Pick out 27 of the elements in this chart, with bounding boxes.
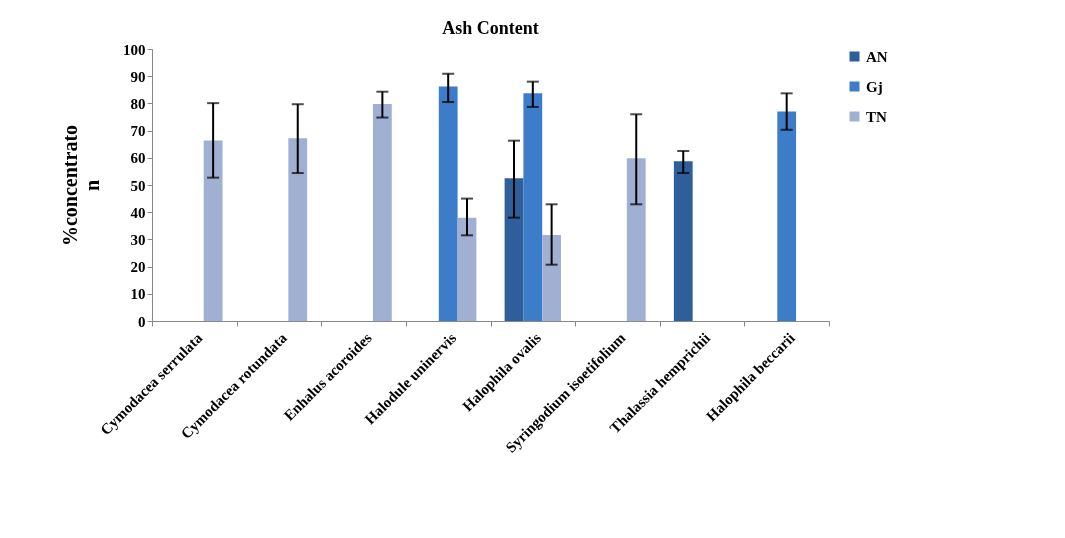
y-tick-label: 0: [138, 313, 146, 330]
y-tick-label: 100: [123, 41, 146, 58]
bar: [523, 93, 543, 321]
y-tick-label: 40: [130, 204, 146, 221]
bar: [504, 178, 524, 321]
y-axis-title: %concentrato n: [59, 124, 103, 247]
bar: [438, 86, 458, 321]
bar: [203, 140, 223, 321]
bar: [288, 138, 308, 321]
bar: [372, 103, 392, 321]
y-tick-label: 10: [130, 286, 146, 303]
y-tick-label: 20: [130, 259, 146, 276]
bar: [673, 161, 693, 321]
y-tick-label: 80: [130, 95, 146, 112]
bar: [777, 111, 797, 321]
y-tick-label: 70: [130, 123, 146, 140]
bar: [626, 158, 646, 321]
y-tick-label: 50: [130, 177, 146, 194]
chart-title: Ash Content: [442, 18, 539, 38]
legend-label: TN: [866, 108, 887, 125]
bar: [542, 235, 562, 321]
y-tick-label: 90: [130, 68, 146, 85]
y-tick-label: 60: [130, 150, 146, 167]
legend-label: Gj: [866, 78, 883, 95]
bar: [457, 217, 477, 321]
y-tick-label: 30: [130, 231, 146, 248]
legend-label: AN: [866, 48, 888, 65]
